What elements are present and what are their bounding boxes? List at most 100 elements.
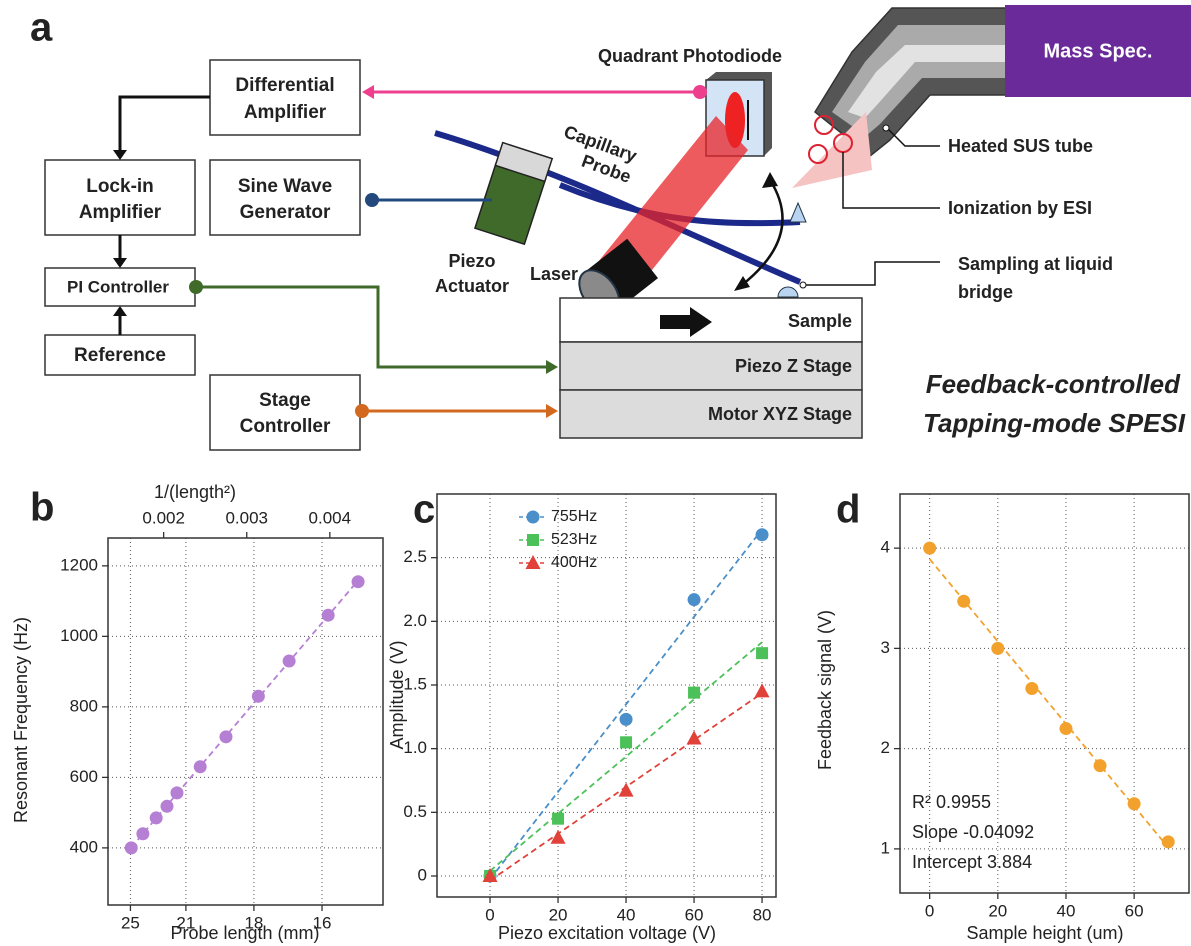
- caption: Tapping-mode SPESI: [923, 408, 1186, 438]
- panel-label: d: [836, 488, 860, 532]
- arrow-head: [762, 172, 778, 188]
- annotation: Intercept 3.884: [912, 852, 1032, 872]
- marker: [1161, 835, 1175, 849]
- scan-arrow: [660, 307, 712, 337]
- pointer-dot: [882, 124, 890, 132]
- box-label: Lock-in: [86, 176, 154, 197]
- x-tick-label: 20: [988, 901, 1007, 920]
- plot-frame: [107, 537, 384, 906]
- laser-beam: [598, 116, 748, 290]
- y-axis-title: Resonant Frequency (Hz): [11, 617, 31, 823]
- marker: [527, 534, 539, 546]
- marker: [1093, 759, 1107, 773]
- box: [44, 334, 196, 376]
- marker: [552, 812, 565, 825]
- x2-tick-label: 16: [313, 913, 332, 932]
- motor-stage: [559, 389, 863, 439]
- box-label: Differential: [235, 75, 334, 96]
- marker: [526, 510, 540, 524]
- annotation: R² 0.9955: [912, 792, 991, 812]
- signal-dot: [355, 404, 369, 418]
- pointer-line: [888, 129, 940, 147]
- y-tick-label: 1.5: [403, 674, 427, 693]
- legend-label: 400Hz: [551, 554, 597, 571]
- marker: [525, 555, 541, 569]
- box-label: Sine Wave: [238, 176, 332, 197]
- pointer-line: [806, 261, 940, 286]
- marker: [756, 647, 769, 660]
- droplet: [808, 144, 828, 164]
- marker: [1025, 681, 1039, 695]
- marker: [251, 689, 265, 703]
- arrow-head: [113, 258, 127, 268]
- sampling-label: bridge: [958, 282, 1013, 302]
- sampling-label: Sampling at liquid: [958, 254, 1113, 274]
- y-axis-title: Amplitude (V): [387, 640, 407, 749]
- fit-line: [130, 579, 359, 849]
- panel-label: a: [30, 6, 53, 50]
- arrow: [118, 95, 210, 150]
- marker: [618, 782, 634, 797]
- x2-tick-label: 25: [121, 913, 140, 932]
- box-label: Amplifier: [79, 202, 162, 223]
- x2-tick-label: 18: [244, 913, 263, 932]
- x2-axis-title: Probe length (mm): [170, 923, 319, 943]
- y-tick-label: 2.5: [403, 547, 427, 566]
- y-tick-label: 2.0: [403, 611, 427, 630]
- stage-label: Piezo Z Stage: [735, 356, 852, 376]
- x-axis-title: Piezo excitation voltage (V): [498, 923, 716, 943]
- diagram: a Mass Spec. Quadrant Photodiode Capilla…: [30, 5, 1191, 451]
- mass-spec-label: Mass Spec.: [1044, 40, 1153, 62]
- y-axis-title: Feedback signal (V): [815, 610, 835, 770]
- box: [44, 159, 196, 236]
- marker: [219, 730, 233, 744]
- box-label: Generator: [240, 202, 331, 223]
- arrow-head: [734, 276, 750, 291]
- marker: [620, 736, 633, 749]
- x-tick-label: 40: [1057, 901, 1076, 920]
- signal-line: [196, 285, 546, 369]
- box-label: Controller: [240, 416, 331, 437]
- y-tick-label: 400: [70, 837, 98, 856]
- box: [209, 59, 361, 136]
- marker: [550, 829, 566, 844]
- y-tick-label: 4: [881, 538, 890, 557]
- x-axis-title: Sample height (um): [966, 923, 1123, 943]
- marker: [160, 799, 174, 813]
- actuator-cap: [494, 141, 554, 183]
- marker: [321, 608, 335, 622]
- marker: [957, 594, 971, 608]
- laser-label: Laser: [530, 264, 578, 284]
- x-tick-label: 0: [485, 905, 494, 924]
- y-tick-label: 1200: [60, 555, 98, 574]
- liquid-bridge: [777, 286, 799, 298]
- panel-label: b: [30, 486, 54, 530]
- marker: [688, 686, 701, 699]
- esi-cone: [792, 112, 872, 188]
- x-tick-label: 60: [1125, 901, 1144, 920]
- y-tick-label: 1.0: [403, 738, 427, 757]
- x-tick-label: 0: [925, 901, 934, 920]
- marker: [754, 683, 770, 698]
- actuator-label: Actuator: [435, 276, 509, 296]
- signal-dot: [693, 85, 707, 99]
- marker: [136, 827, 150, 841]
- marker: [170, 786, 184, 800]
- marker: [1059, 722, 1073, 736]
- y-tick-label: 600: [70, 767, 98, 786]
- ionization-label: Ionization by ESI: [948, 198, 1092, 218]
- arrow-head: [362, 85, 374, 99]
- fit-line: [489, 641, 763, 872]
- y-tick-label: 800: [70, 696, 98, 715]
- marker: [351, 575, 365, 589]
- box-label: Amplifier: [244, 102, 327, 123]
- x-tick-label: 0.002: [142, 508, 185, 527]
- plot-frame: [436, 493, 777, 898]
- y-tick-label: 1000: [60, 626, 98, 645]
- x-tick-label: 20: [549, 905, 568, 924]
- box-label: PI Controller: [67, 277, 169, 296]
- fit-line: [928, 558, 1169, 849]
- tube-bore: [848, 45, 1008, 118]
- marker: [149, 811, 163, 825]
